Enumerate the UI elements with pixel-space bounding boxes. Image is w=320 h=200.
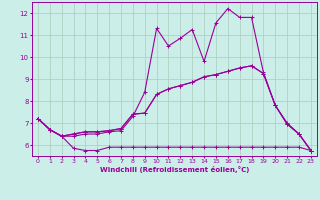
X-axis label: Windchill (Refroidissement éolien,°C): Windchill (Refroidissement éolien,°C)	[100, 166, 249, 173]
